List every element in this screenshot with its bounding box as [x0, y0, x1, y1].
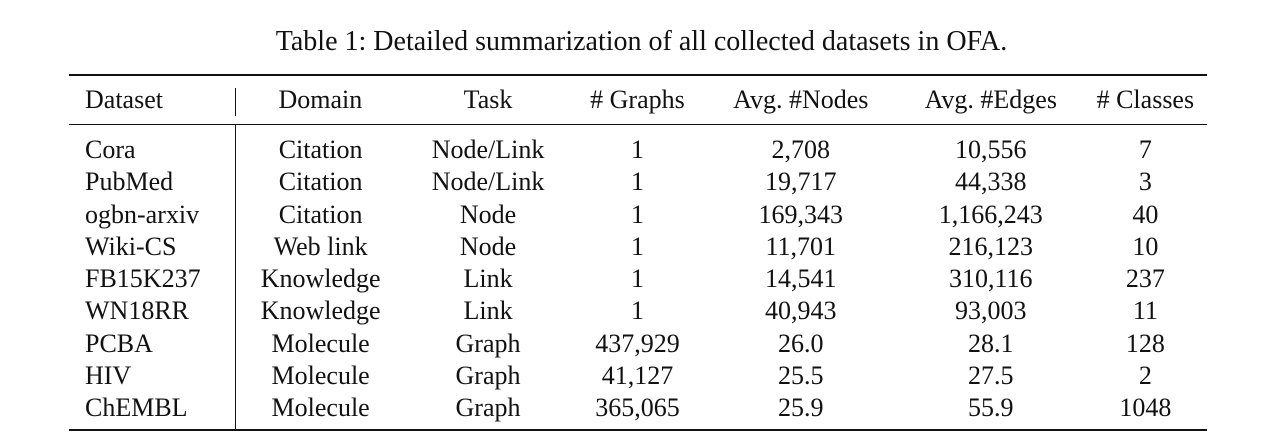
cell-avg-edges: 216,123 — [948, 231, 1034, 261]
cell-avg-nodes: 40,943 — [765, 296, 837, 326]
cell-domain: Knowledge — [260, 296, 381, 326]
cell-classes: 3 — [1138, 167, 1152, 197]
cell-domain: Molecule — [271, 361, 370, 391]
datasets-table: Dataset Domain Task # Graphs Avg. #Nodes… — [69, 74, 1207, 431]
cell-domain: Web link — [273, 231, 368, 261]
header-domain: Domain — [235, 74, 405, 125]
header-avg-nodes: Avg. #Nodes — [703, 74, 898, 125]
cell-graphs: 41,127 — [601, 361, 674, 391]
cell-classes: 7 — [1138, 135, 1152, 164]
cell-classes: 237 — [1125, 264, 1165, 294]
cell-task: Graph — [455, 361, 521, 391]
cell-task: Graph — [455, 328, 521, 358]
table-caption: Table 1: Detailed summarization of all c… — [275, 26, 1008, 57]
cell-classes: 1048 — [1083, 392, 1207, 431]
cell-avg-edges: 310,116 — [948, 264, 1033, 294]
cell-domain: Molecule — [271, 328, 370, 358]
cell-classes: 11 — [1132, 296, 1158, 326]
cell-dataset: PubMed — [69, 166, 237, 199]
cell-task: Link — [463, 264, 513, 294]
cell-domain: Molecule — [235, 392, 405, 431]
header-graphs: # Graphs — [571, 74, 704, 125]
cell-dataset: Wiki-CS — [69, 230, 237, 264]
cell-graphs: 1 — [630, 231, 644, 261]
cell-classes: 10 — [1132, 231, 1159, 261]
cell-dataset: WN18RR — [69, 295, 237, 328]
table-row: PCBA Molecule Graph 437,929 26.0 28.1 128 — [69, 327, 1207, 361]
cell-domain: Citation — [278, 167, 363, 197]
cell-task: Graph — [404, 392, 572, 431]
cell-domain: Citation — [278, 199, 363, 229]
cell-avg-edges: 93,003 — [955, 296, 1027, 326]
table-header-row: Dataset Domain Task # Graphs Avg. #Nodes… — [69, 74, 1207, 125]
cell-avg-nodes: 11,701 — [765, 231, 837, 261]
cell-graphs: 1 — [630, 264, 644, 294]
cell-dataset: ogbn-arxiv — [69, 198, 237, 231]
cell-avg-nodes: 2,708 — [771, 135, 831, 164]
cell-task: Node — [459, 199, 517, 229]
table-row: WN18RR Knowledge Link 1 40,943 93,003 11 — [69, 295, 1207, 328]
cell-classes: 2 — [1138, 361, 1152, 391]
cell-dataset: HIV — [69, 360, 237, 393]
cell-avg-nodes: 25.9 — [703, 392, 898, 431]
cell-graphs: 1 — [630, 135, 644, 164]
cell-domain: Knowledge — [260, 264, 381, 294]
table-row: Cora Citation Node/Link 1 2,708 10,556 7 — [69, 124, 1207, 167]
cell-dataset: ChEMBL — [69, 392, 237, 431]
cell-classes: 40 — [1132, 199, 1159, 229]
table-row: FB15K237 Knowledge Link 1 14,541 310,116 237 — [69, 263, 1207, 296]
cell-task: Node/Link — [431, 135, 545, 164]
cell-graphs: 1 — [630, 167, 644, 197]
header-dataset: Dataset — [69, 74, 236, 125]
cell-avg-edges: 44,338 — [955, 167, 1027, 197]
cell-avg-nodes: 26.0 — [778, 328, 824, 358]
table-row: ChEMBL Molecule Graph 365,065 25.9 55.9 1048 — [69, 392, 1207, 431]
cell-avg-edges: 28.1 — [968, 328, 1014, 358]
cell-avg-nodes: 25.5 — [778, 361, 824, 391]
table-body: Cora Citation Node/Link 1 2,708 10,556 7 PubMed… — [69, 124, 1207, 431]
cell-dataset: PCBA — [69, 327, 237, 361]
cell-avg-nodes: 14,541 — [765, 264, 837, 294]
header-task: Task — [404, 74, 572, 125]
cell-graphs: 365,065 — [571, 392, 704, 431]
cell-avg-nodes: 19,717 — [765, 167, 837, 197]
header-avg-edges: Avg. #Edges — [897, 74, 1084, 125]
cell-avg-edges: 10,556 — [955, 135, 1027, 164]
cell-avg-edges: 27.5 — [968, 361, 1014, 391]
cell-avg-edges: 55.9 — [897, 392, 1084, 431]
cell-dataset: FB15K237 — [69, 263, 237, 296]
cell-avg-nodes: 169,343 — [758, 199, 844, 229]
cell-task: Link — [463, 296, 513, 326]
cell-classes: 128 — [1125, 328, 1165, 358]
header-classes: # Classes — [1083, 74, 1207, 125]
cell-task: Node — [459, 231, 517, 261]
table-row: Wiki-CS Web link Node 1 11,701 216,123 10 — [69, 230, 1207, 264]
cell-task: Node/Link — [431, 167, 545, 197]
cell-graphs: 1 — [630, 296, 644, 326]
cell-graphs: 1 — [630, 199, 644, 229]
cell-graphs: 437,929 — [595, 328, 680, 358]
cell-dataset: Cora — [69, 124, 237, 167]
table-row: ogbn-arxiv Citation Node 1 169,343 1,166,243 4… — [69, 198, 1207, 231]
cell-domain: Citation — [278, 135, 363, 164]
cell-avg-edges: 1,166,243 — [938, 199, 1043, 229]
table-row: HIV Molecule Graph 41,127 25.5 27.5 2 — [69, 360, 1207, 393]
table-row: PubMed Citation Node/Link 1 19,717 44,338 3 — [69, 166, 1207, 199]
